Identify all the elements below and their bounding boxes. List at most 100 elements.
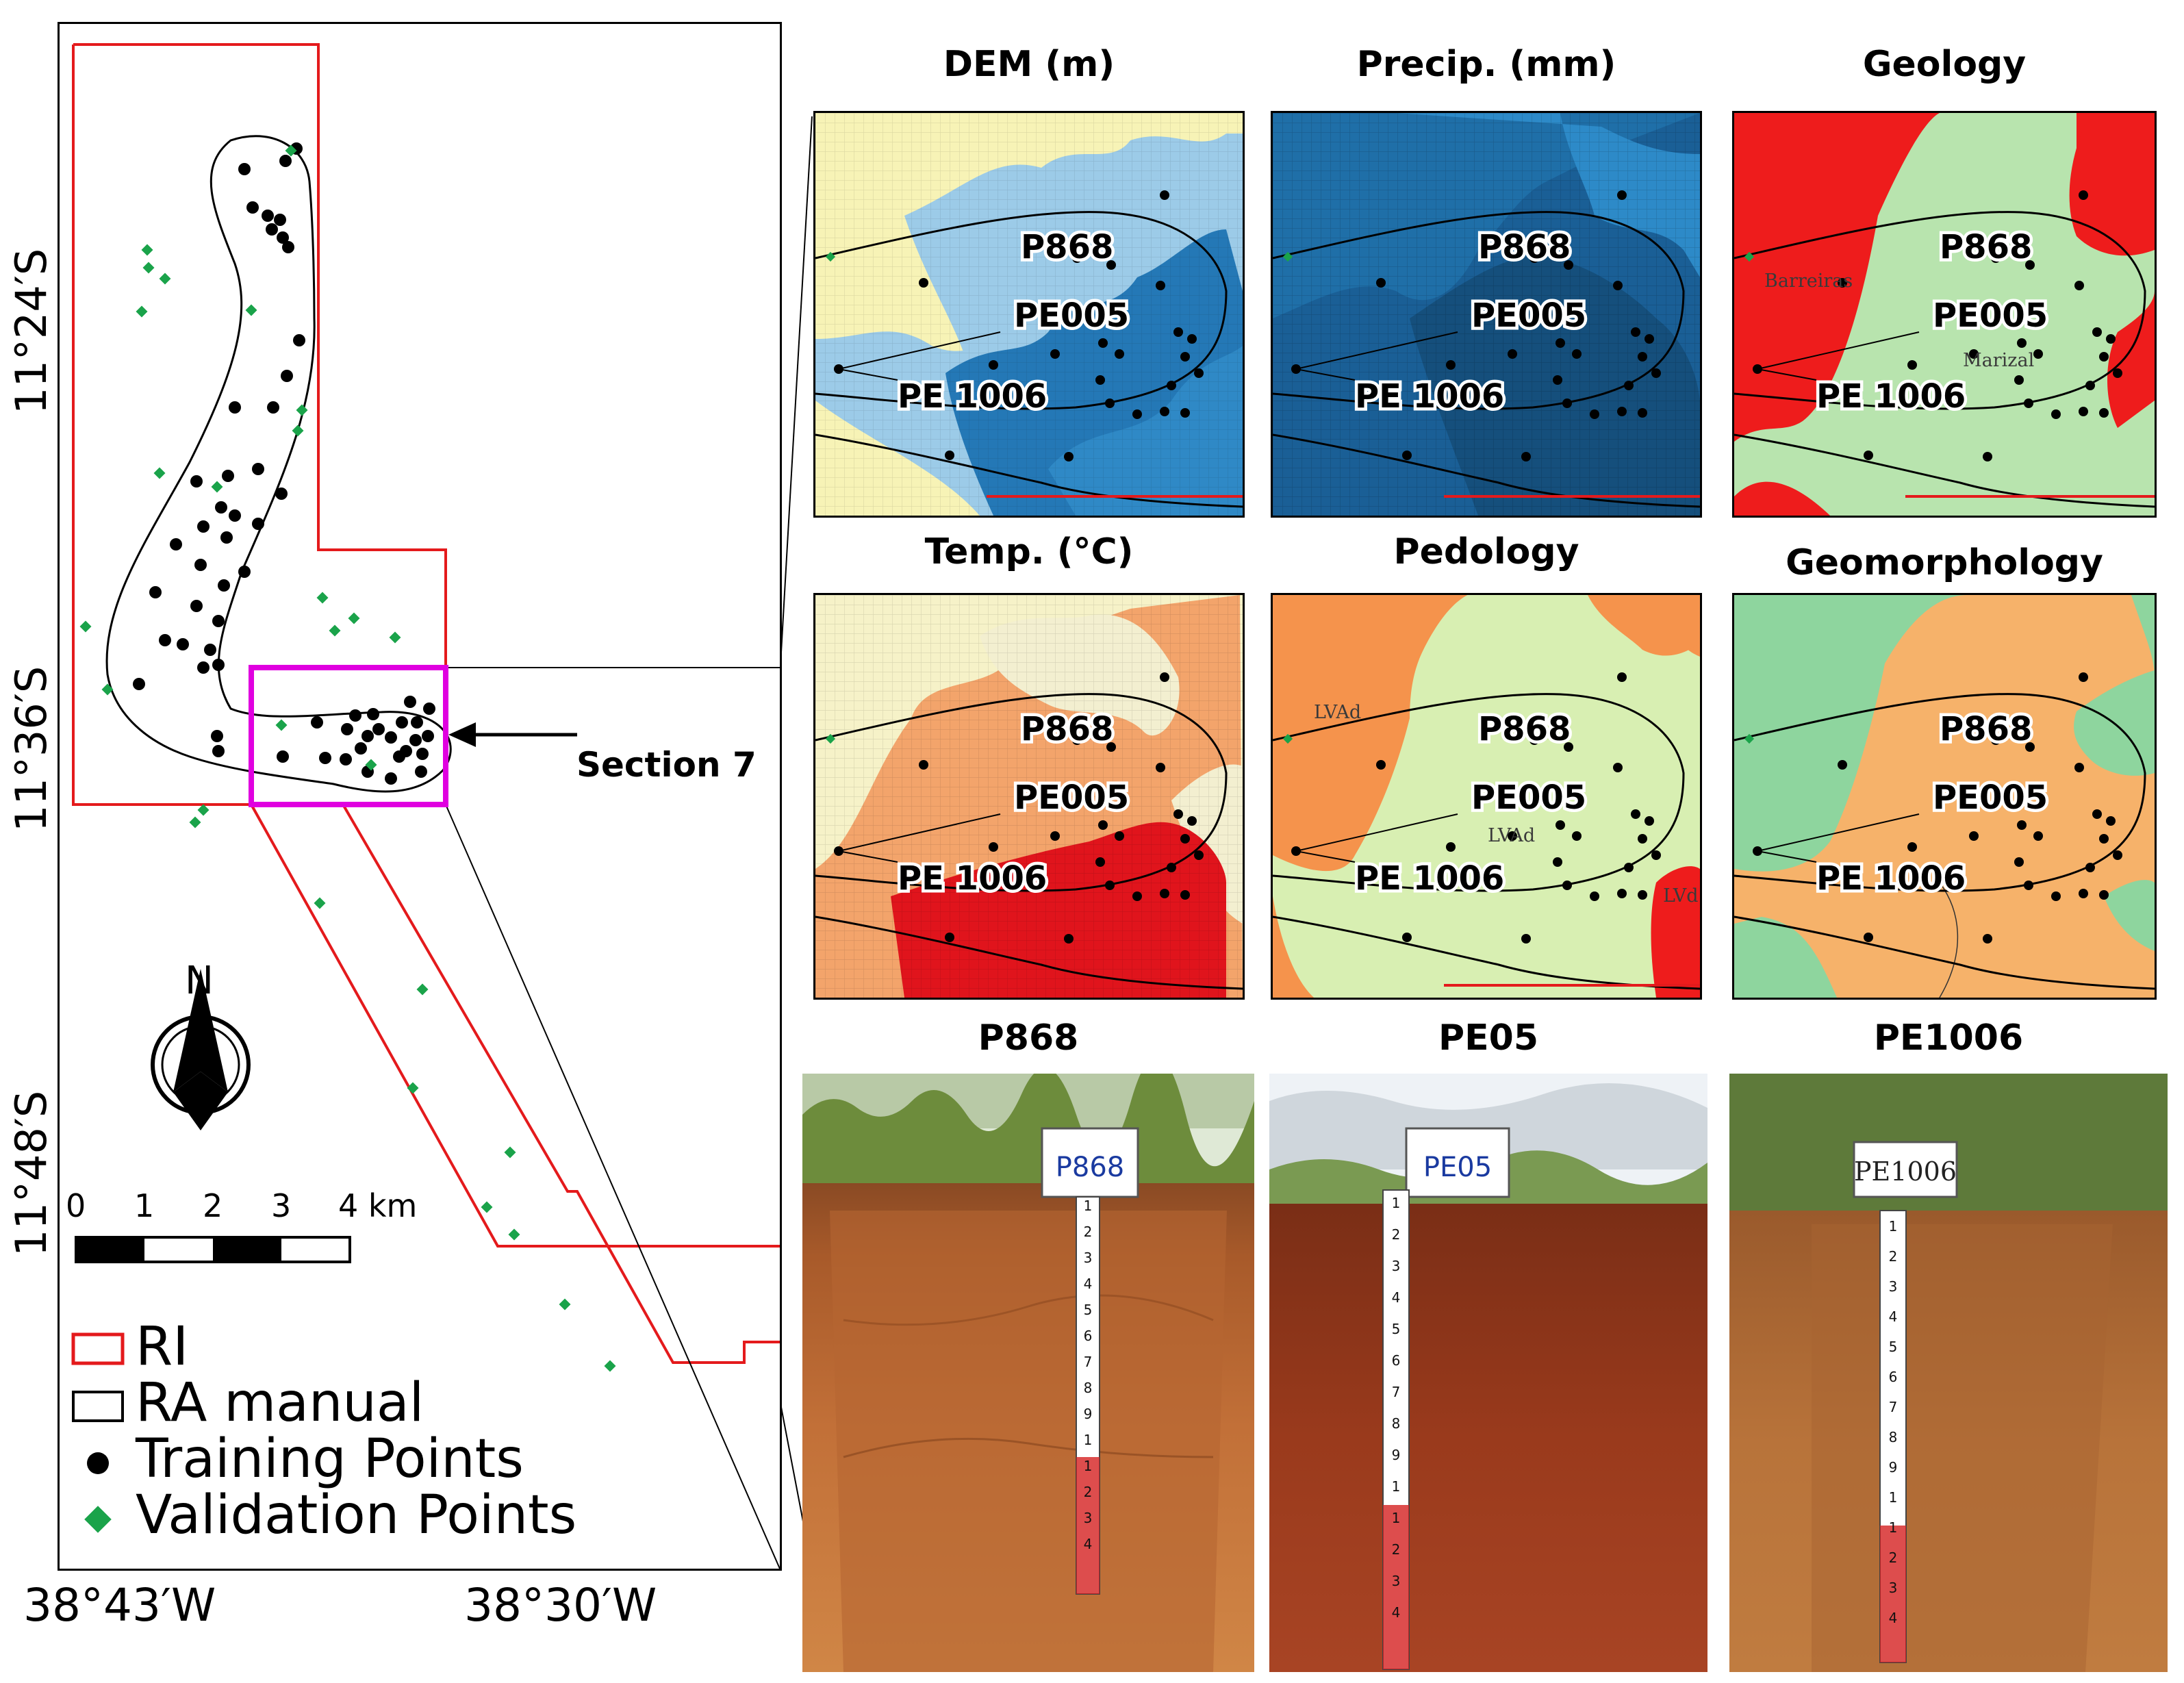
ruler-number: 9 [1889, 1459, 1898, 1476]
training-points [133, 142, 435, 785]
photo-pe1006: PE1006 1 2 3 4 5 6 7 8 9 1 1 2 3 4 [1729, 1074, 2168, 1672]
north-label: N [185, 959, 214, 1003]
pedology-unit-lvd: LVd [1663, 885, 1699, 907]
scale-tick-4: 4 km [338, 1187, 418, 1224]
dem-label-pe1006: PE 1006 [898, 377, 1047, 416]
ri-corridor [250, 804, 780, 1248]
ruler-number: 4 [1084, 1276, 1093, 1292]
ruler-number: 2 [1392, 1226, 1401, 1243]
lon-label-2: 38°30′W [464, 1579, 657, 1632]
temp-label-pe005: PE005 [1014, 779, 1129, 817]
ruler-number: 1 [1889, 1519, 1898, 1536]
ruler-number: 2 [1084, 1224, 1093, 1240]
panel-geomorphology: P868 PE005 PE 1006 [1732, 593, 2157, 1000]
section-7-box [249, 665, 448, 807]
legend-ri-label: RI [136, 1316, 189, 1378]
ruler-number: 6 [1392, 1352, 1401, 1369]
panel-precip: P868 PE005 PE 1006 [1271, 111, 1702, 518]
ruler-number: 5 [1889, 1339, 1898, 1355]
geomorph-label-pe1006: PE 1006 [1816, 859, 1966, 898]
scale-tick-0: 0 [66, 1187, 86, 1224]
legend-training: Training Points [136, 1428, 524, 1490]
main-map-svg [71, 43, 780, 1569]
ruler-number: 9 [1084, 1406, 1093, 1422]
ruler-number: 4 [1392, 1289, 1401, 1306]
ruler-number: 1 [1392, 1510, 1401, 1526]
ruler-number: 3 [1392, 1258, 1401, 1274]
panel-pedology: LVAd LVAd LVd P868 PE005 PE 1006 [1271, 593, 1702, 1000]
legend-ri-swatch [71, 1332, 125, 1365]
section-label: Section 7 [576, 745, 757, 785]
ruler-number: 7 [1889, 1399, 1898, 1415]
ruler-number: 7 [1084, 1354, 1093, 1370]
pedology-unit-lvad-1: LVAd [1314, 702, 1361, 723]
lat-label-2: 11°36′S [6, 666, 56, 832]
panel-temp: P868 PE005 PE 1006 [813, 593, 1245, 1000]
dem-label-pe005: PE005 [1014, 296, 1129, 335]
legend-ra-label: RA manual [136, 1372, 424, 1434]
geology-unit-barreiras: Barreiras [1764, 270, 1853, 292]
ruler-number: 4 [1889, 1610, 1898, 1626]
photo-title-pe05: PE05 [1438, 1017, 1538, 1059]
photo-title-pe1006: PE1006 [1873, 1017, 2024, 1059]
sign-pe05: PE05 [1423, 1152, 1492, 1183]
panel-title-temp: Temp. (°C) [924, 531, 1134, 572]
legend-validation-diamond [84, 1506, 112, 1533]
ruler-number: 6 [1084, 1328, 1093, 1344]
north-arrow [151, 969, 251, 1130]
ruler-number: 5 [1084, 1302, 1093, 1318]
lon-label-1: 38°43′W [23, 1579, 216, 1632]
ri-corridor-2 [342, 803, 780, 1364]
legend-training-dot [87, 1452, 109, 1474]
scale-tick-2: 2 [203, 1187, 223, 1224]
ruler-number: 1 [1889, 1489, 1898, 1506]
ruler-number: 1 [1084, 1432, 1093, 1448]
panel-geology: Barreiras Marizal P868 PE005 PE 1006 [1732, 111, 2157, 518]
temp-label-p868: P868 [1021, 710, 1113, 748]
sign-pe1006: PE1006 [1854, 1156, 1957, 1187]
ruler-number: 5 [1392, 1321, 1401, 1337]
pedology-label-pe005: PE005 [1471, 779, 1586, 817]
ruler-number: 4 [1084, 1536, 1093, 1552]
ruler-number: 3 [1889, 1278, 1898, 1295]
ruler-number: 9 [1392, 1447, 1401, 1463]
pedology-label-pe1006: PE 1006 [1355, 859, 1504, 898]
geomorph-label-pe005: PE005 [1933, 779, 2048, 817]
pedology-label-p868: P868 [1478, 710, 1571, 748]
legend-validation-label: Validation Points [136, 1484, 577, 1546]
precip-label-p868: P868 [1478, 228, 1571, 266]
lat-label-3: 11°48′S [6, 1090, 56, 1256]
ruler-number: 3 [1392, 1573, 1401, 1589]
ruler-number: 1 [1392, 1195, 1401, 1211]
scale-bar [75, 1236, 351, 1263]
precip-label-pe005: PE005 [1471, 296, 1586, 335]
ruler-number: 4 [1889, 1308, 1898, 1325]
panel-title-pedology: Pedology [1393, 531, 1579, 572]
pedology-unit-lvad-2: LVAd [1488, 825, 1535, 846]
geology-label-p868: P868 [1940, 228, 2032, 266]
ruler-number: 1 [1084, 1198, 1093, 1214]
ruler-number: 1 [1084, 1458, 1093, 1474]
main-map [58, 22, 782, 1571]
panel-title-precip: Precip. (mm) [1356, 44, 1616, 85]
scale-tick-1: 1 [134, 1187, 155, 1224]
ruler-number: 3 [1889, 1580, 1898, 1596]
ruler-number: 4 [1392, 1604, 1401, 1621]
precip-label-pe1006: PE 1006 [1355, 377, 1504, 416]
ri-boundary [72, 43, 447, 806]
ruler-number: 2 [1889, 1549, 1898, 1566]
lat-label-1: 11°24′S [6, 248, 56, 414]
legend-ri: RI [136, 1316, 188, 1378]
temp-label-pe1006: PE 1006 [898, 859, 1047, 898]
ruler-number: 8 [1392, 1415, 1401, 1432]
sign-p868: P868 [1056, 1152, 1124, 1183]
ruler-number: 7 [1392, 1384, 1401, 1400]
panel-title-geology: Geology [1862, 44, 2027, 85]
photo-pe05: PE05 1 2 3 4 5 6 7 8 9 1 1 2 3 4 [1269, 1074, 1707, 1672]
ruler-number: 3 [1084, 1510, 1093, 1526]
ruler-number: 1 [1392, 1478, 1401, 1495]
ruler-number: 8 [1889, 1429, 1898, 1445]
photo-p868: P868 1 2 3 4 5 6 7 8 9 1 1 2 3 4 [802, 1074, 1254, 1672]
legend-ra-manual: RA manual [136, 1372, 424, 1434]
geology-label-pe005: PE005 [1933, 296, 2048, 335]
